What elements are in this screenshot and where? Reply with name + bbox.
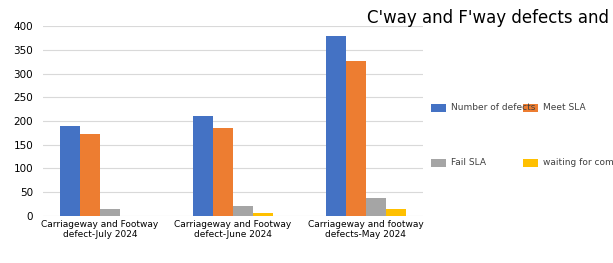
FancyBboxPatch shape — [431, 159, 446, 167]
Bar — [193, 116, 213, 216]
FancyBboxPatch shape — [523, 159, 538, 167]
Bar — [100, 209, 120, 216]
Bar — [233, 206, 253, 216]
Bar — [253, 213, 273, 216]
Text: Meet SLA: Meet SLA — [543, 103, 586, 113]
Bar — [386, 209, 406, 216]
Text: Number of defects: Number of defects — [451, 103, 536, 113]
Text: waiting for completion: waiting for completion — [543, 158, 613, 168]
Text: Fail SLA: Fail SLA — [451, 158, 486, 168]
FancyBboxPatch shape — [431, 104, 446, 112]
Bar — [60, 126, 80, 216]
Bar — [213, 128, 233, 216]
Bar — [326, 36, 346, 216]
FancyBboxPatch shape — [523, 104, 538, 112]
Title: C'way and F'way defects and SLA: C'way and F'way defects and SLA — [367, 8, 613, 27]
Bar — [80, 134, 100, 216]
Bar — [346, 61, 366, 216]
Bar — [366, 198, 386, 216]
